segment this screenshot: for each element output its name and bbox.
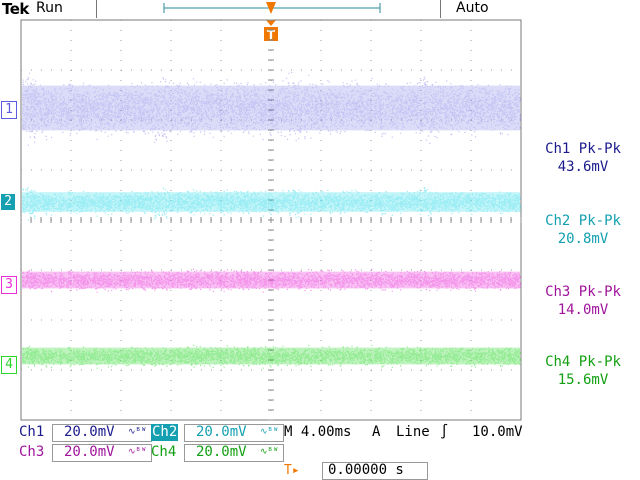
trigger-level[interactable]: 10.0mV: [472, 424, 523, 440]
waveforms: [22, 71, 521, 369]
ch4-waveform-noise: [22, 344, 521, 369]
ch1-ground-marker[interactable]: 1: [1, 101, 17, 119]
divider: [440, 0, 441, 18]
ch2-waveform: [22, 187, 521, 221]
ch3-scale: 20.0mV: [64, 444, 115, 460]
ch2-measurement: Ch2 Pk-Pk 20.8mV: [528, 212, 638, 248]
trigger-source-label: A: [372, 424, 381, 440]
ch1-meas-value: 43.6mV: [557, 159, 609, 175]
trigger-slope-icon: ∫: [440, 424, 449, 440]
ch4-ground-marker[interactable]: 4: [1, 356, 17, 374]
ch1-scale: 20.0mV: [64, 424, 115, 440]
ch2-waveform-core: [22, 192, 520, 212]
trigger-source[interactable]: Line: [396, 424, 430, 440]
ch2-label[interactable]: Ch2: [151, 424, 179, 441]
ch3-waveform-noise: [22, 268, 521, 293]
graticule-grid: [20, 19, 522, 421]
ch4-label[interactable]: Ch4: [151, 444, 177, 460]
ch2-waveform-noise: [22, 187, 521, 221]
run-state: Run: [36, 0, 63, 16]
ch1-meas-title: Ch1 Pk-Pk: [545, 141, 621, 157]
ch4-waveform: [22, 344, 521, 369]
ch4-meas-title: Ch4 Pk-Pk: [545, 354, 621, 370]
ch2-scale-box[interactable]: [184, 424, 284, 442]
trigger-mode: Auto: [456, 0, 489, 16]
divider: [96, 0, 97, 18]
ch2-meas-value: 20.8mV: [557, 231, 609, 247]
ch3-meas-title: Ch3 Pk-Pk: [545, 284, 621, 300]
ch2-meas-title: Ch2 Pk-Pk: [545, 213, 621, 229]
trigger-t-label: T: [267, 28, 276, 42]
ch4-scale: 20.0mV: [196, 444, 247, 460]
ch3-bw-limit-icon: ∿ᴮᵂ: [128, 447, 147, 457]
trigger-position: 0.00000 s: [328, 462, 404, 478]
ch2-scale: 20.0mV: [196, 424, 247, 440]
trigger-position-icon: T▸: [284, 463, 300, 478]
ch1-waveform-noise: [22, 71, 521, 146]
ch4-meas-value: 15.6mV: [557, 372, 609, 388]
ch3-waveform: [22, 268, 521, 293]
status-bar-bottom: Ch1 20.0mV ∿ᴮᵂ Ch2 20.0mV ∿ᴮᵂ M 4.00ms A…: [0, 420, 640, 480]
ch3-measurement: Ch3 Pk-Pk 14.0mV: [528, 283, 638, 319]
ch1-waveform: [22, 71, 521, 146]
ch4-scale-box[interactable]: [184, 444, 284, 462]
ch1-measurement: Ch1 Pk-Pk 43.6mV: [528, 140, 638, 176]
ch3-meas-value: 14.0mV: [557, 302, 609, 318]
ch2-bw-limit-icon: ∿ᴮᵂ: [260, 427, 279, 437]
ch4-measurement: Ch4 Pk-Pk 15.6mV: [528, 353, 638, 389]
trigger-position-marker[interactable]: [266, 2, 276, 14]
timebase[interactable]: M 4.00ms: [284, 424, 352, 440]
status-bar-top: Tek Run Auto: [0, 0, 640, 18]
ch1-bw-limit-icon: ∿ᴮᵂ: [128, 427, 147, 437]
trigger-t-icon[interactable]: T: [264, 20, 278, 42]
brand-logo: Tek: [2, 0, 29, 18]
ch4-bw-limit-icon: ∿ᴮᵂ: [260, 447, 279, 457]
ch3-ground-marker[interactable]: 3: [1, 276, 17, 294]
ch3-scale-box[interactable]: [52, 444, 152, 462]
ch1-waveform-core: [22, 85, 520, 131]
ch1-label[interactable]: Ch1: [19, 424, 45, 440]
ch2-ground-marker[interactable]: 2: [1, 194, 15, 210]
ch3-label[interactable]: Ch3: [19, 444, 45, 460]
